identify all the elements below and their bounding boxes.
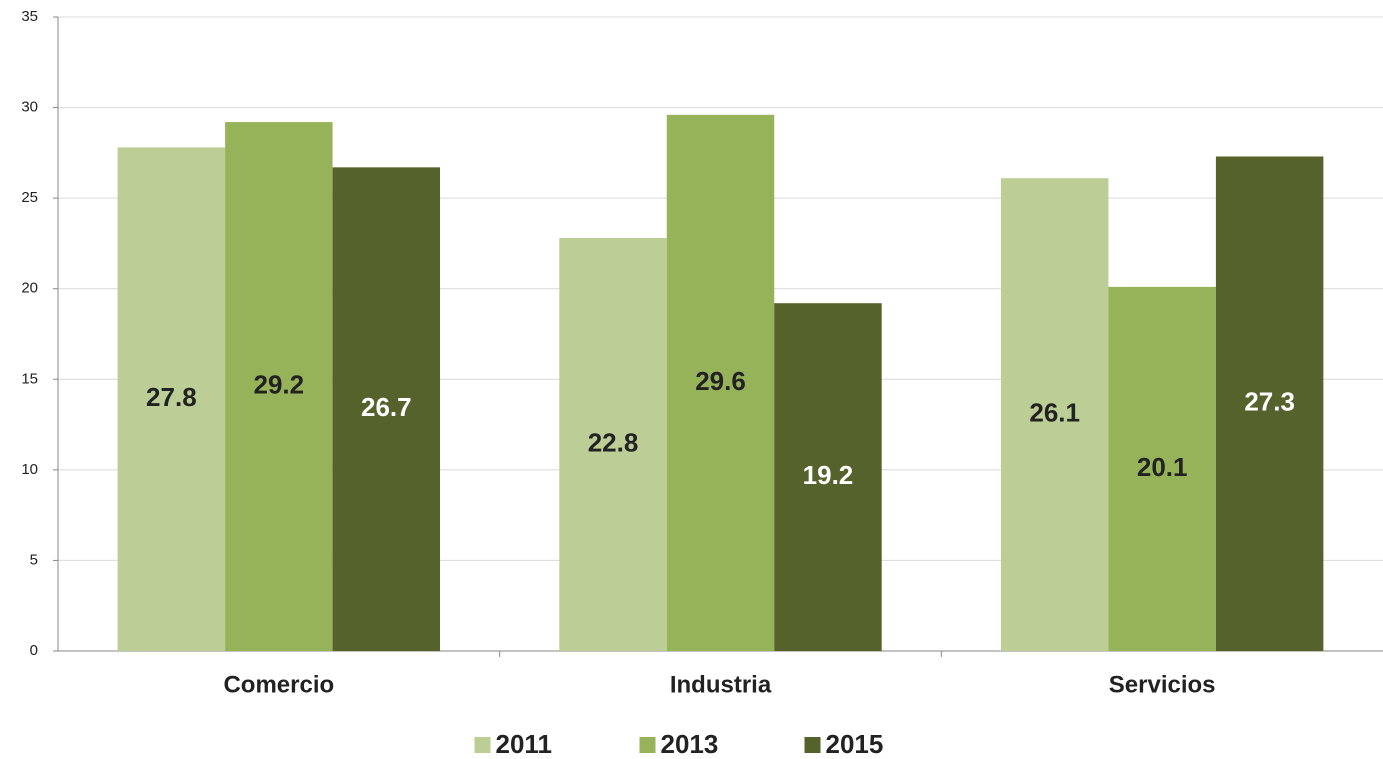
y-tick-label: 20 (21, 280, 38, 297)
data-label: 22.8 (588, 427, 639, 457)
bar (1000, 178, 1109, 651)
bar (332, 167, 441, 651)
data-label: 27.3 (1244, 387, 1295, 417)
x-tick-label: Comercio (223, 671, 334, 698)
data-label: 26.7 (361, 392, 412, 422)
bar (117, 147, 226, 651)
data-label: 29.2 (254, 369, 305, 399)
x-tick-label: Servicios (1109, 671, 1216, 698)
bar (225, 122, 333, 651)
legend-swatch (804, 737, 821, 753)
y-tick-label: 5 (30, 551, 38, 568)
y-tick-label: 35 (21, 8, 38, 25)
bar (1108, 286, 1216, 651)
legend-label: 2011 (496, 729, 552, 759)
y-tick-label: 30 (21, 99, 38, 116)
legend-label: 2013 (661, 729, 719, 759)
y-tick-label: 15 (21, 370, 38, 387)
y-tick-label: 10 (21, 461, 38, 478)
bar (774, 303, 882, 651)
legend-swatch (474, 737, 491, 753)
y-tick-label: 0 (30, 642, 38, 659)
y-tick-label: 25 (21, 189, 38, 206)
x-tick-label: Industria (670, 671, 772, 698)
bar (1215, 156, 1324, 652)
data-label: 20.1 (1137, 452, 1188, 482)
bar (559, 237, 667, 651)
data-label: 29.6 (695, 366, 746, 396)
data-label: 27.8 (146, 382, 197, 412)
bar (666, 114, 775, 652)
data-label: 26.1 (1029, 397, 1080, 427)
legend-label: 2015 (826, 729, 884, 759)
data-label: 19.2 (803, 460, 854, 490)
legend-swatch (639, 737, 656, 753)
